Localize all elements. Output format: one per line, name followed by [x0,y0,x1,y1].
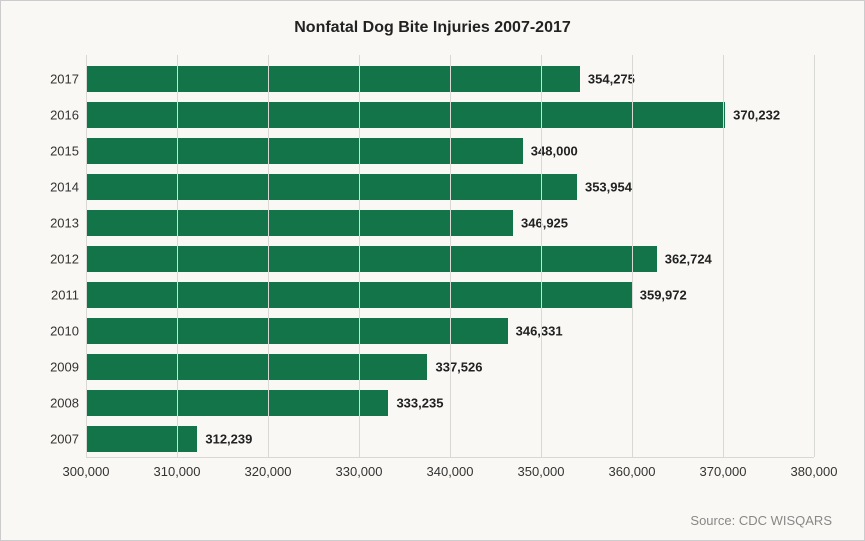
bar-value-label: 346,331 [516,324,563,339]
bar-value-label: 312,239 [205,432,252,447]
source-label: Source: CDC WISQARS [690,513,832,528]
plot-area: 2017354,2752016370,2322015348,0002014353… [86,55,814,485]
bar-value-label: 337,526 [435,360,482,375]
y-axis-label: 2009 [31,360,79,375]
y-axis-label: 2007 [31,432,79,447]
bar [86,102,725,128]
bar-value-label: 333,235 [396,396,443,411]
grid-line [450,55,451,457]
y-axis-label: 2010 [31,324,79,339]
grid-line [268,55,269,457]
bar [86,138,523,164]
x-axis: 300,000310,000320,000330,000340,000350,0… [86,457,814,485]
x-tick-label: 310,000 [154,464,201,479]
bar-value-label: 353,954 [585,180,632,195]
bar [86,390,388,416]
x-tick-label: 380,000 [791,464,838,479]
grid-line [814,55,815,457]
grid-line [723,55,724,457]
grid-line [541,55,542,457]
x-tick-label: 320,000 [245,464,292,479]
bar [86,246,657,272]
x-tick-label: 300,000 [63,464,110,479]
bar [86,174,577,200]
y-axis-label: 2014 [31,180,79,195]
bar [86,318,508,344]
x-tick-label: 350,000 [518,464,565,479]
x-tick-label: 360,000 [609,464,656,479]
chart-container: Nonfatal Dog Bite Injuries 2007-2017 201… [0,0,865,541]
bar [86,354,427,380]
grid-line [359,55,360,457]
grid-line [86,55,87,457]
grid-line [632,55,633,457]
bar-value-label: 359,972 [640,288,687,303]
bar-value-label: 362,724 [665,252,712,267]
x-tick-label: 340,000 [427,464,474,479]
grid-line [177,55,178,457]
bar-value-label: 354,275 [588,72,635,87]
y-axis-label: 2016 [31,108,79,123]
x-tick-label: 330,000 [336,464,383,479]
bar-value-label: 370,232 [733,108,780,123]
bar [86,210,513,236]
bar [86,426,197,452]
y-axis-label: 2011 [31,288,79,303]
y-axis-label: 2012 [31,252,79,267]
bar-value-label: 348,000 [531,144,578,159]
y-axis-label: 2015 [31,144,79,159]
y-axis-label: 2013 [31,216,79,231]
y-axis-label: 2008 [31,396,79,411]
bar-value-label: 346,925 [521,216,568,231]
x-tick-label: 370,000 [700,464,747,479]
bar [86,66,580,92]
chart-title: Nonfatal Dog Bite Injuries 2007-2017 [31,19,834,37]
y-axis-label: 2017 [31,72,79,87]
